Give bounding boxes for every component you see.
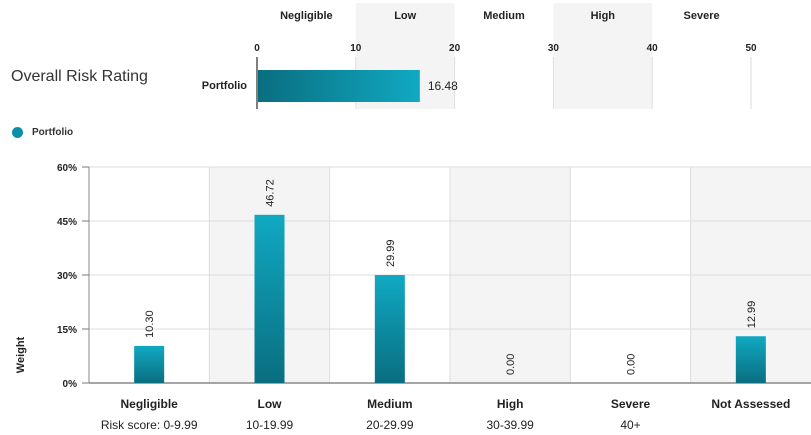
bar-low <box>254 214 285 383</box>
x-category-label: Negligible <box>120 397 178 411</box>
legend-label: Portfolio <box>32 127 74 138</box>
x-category-sublabel: 20-29.99 <box>366 418 414 432</box>
portfolio-value-label: 16.48 <box>428 79 458 93</box>
top-tick-label: 0 <box>254 43 260 54</box>
x-category-label: Low <box>258 397 283 411</box>
bar-value-label: 12.99 <box>746 301 758 329</box>
bar-value-label: 0.00 <box>626 354 638 375</box>
bar-value-label: 0.00 <box>505 354 517 375</box>
y-tick-label: 60% <box>57 163 77 174</box>
overall-risk-title: Overall Risk Rating <box>11 68 148 85</box>
top-tick-label: 40 <box>647 43 659 54</box>
top-tick-label: 10 <box>350 43 362 54</box>
top-tick-label: 30 <box>548 43 560 54</box>
x-category-sublabel: 10-19.99 <box>246 418 294 432</box>
x-category-sublabel: 40+ <box>620 418 640 432</box>
weight-distribution-chart: 0% 15% 30% 45% 60% Weight 10.30 Negligible Risk … <box>15 163 811 432</box>
band-label: Severe <box>684 10 720 22</box>
band-label: Low <box>394 10 416 22</box>
legend: Portfolio <box>12 127 73 138</box>
x-category-label: Medium <box>367 397 412 411</box>
x-category-sublabel: Risk score: 0-9.99 <box>101 418 198 432</box>
overall-risk-chart: Negligible Low Medium High Severe 0 10 20 30 40 50… <box>202 3 757 109</box>
y-tick-label: 15% <box>57 325 77 336</box>
band-label: High <box>591 10 616 22</box>
x-category-sublabel: 30-39.99 <box>486 418 534 432</box>
x-category-label: High <box>497 397 524 411</box>
top-category-label: Portfolio <box>202 80 247 92</box>
bar-value-label: 29.99 <box>385 240 397 268</box>
y-tick-label: 45% <box>57 217 77 228</box>
portfolio-bar <box>258 70 420 102</box>
top-tick-label: 20 <box>449 43 461 54</box>
bar-not-assessed <box>735 336 766 383</box>
band-label: Medium <box>483 10 525 22</box>
y-tick-label: 30% <box>57 271 77 282</box>
y-tick-label: 0% <box>63 379 78 390</box>
bar-medium <box>374 275 405 383</box>
risk-band-shade <box>553 3 653 109</box>
x-category-label: Not Assessed <box>711 397 790 411</box>
y-axis-title: Weight <box>15 336 27 373</box>
x-category-label: Severe <box>611 397 651 411</box>
bar-negligible <box>134 345 165 383</box>
bar-value-label: 46.72 <box>265 179 277 207</box>
legend-marker <box>12 127 23 138</box>
top-tick-label: 50 <box>745 43 757 54</box>
bar-value-label: 10.30 <box>144 310 156 338</box>
band-label: Negligible <box>280 10 333 22</box>
